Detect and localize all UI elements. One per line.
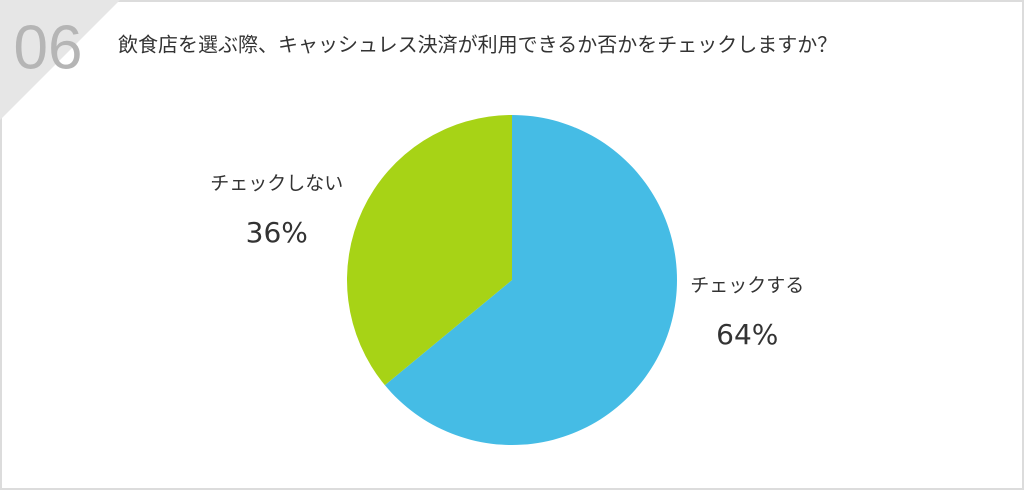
pie-slice — [347, 115, 512, 386]
corner-badge — [0, 0, 120, 120]
chart-title: 飲食店を選ぶ際、キャッシュレス決済が利用できるか否かをチェックしますか？ — [118, 33, 837, 57]
value-label: 36% — [246, 216, 308, 249]
slice-label: チェックする — [690, 275, 804, 297]
slice-label: チェックしない — [210, 172, 343, 194]
value-label: 64% — [716, 318, 778, 351]
question-number: 06 — [14, 13, 83, 82]
pie-slice — [384, 115, 678, 445]
